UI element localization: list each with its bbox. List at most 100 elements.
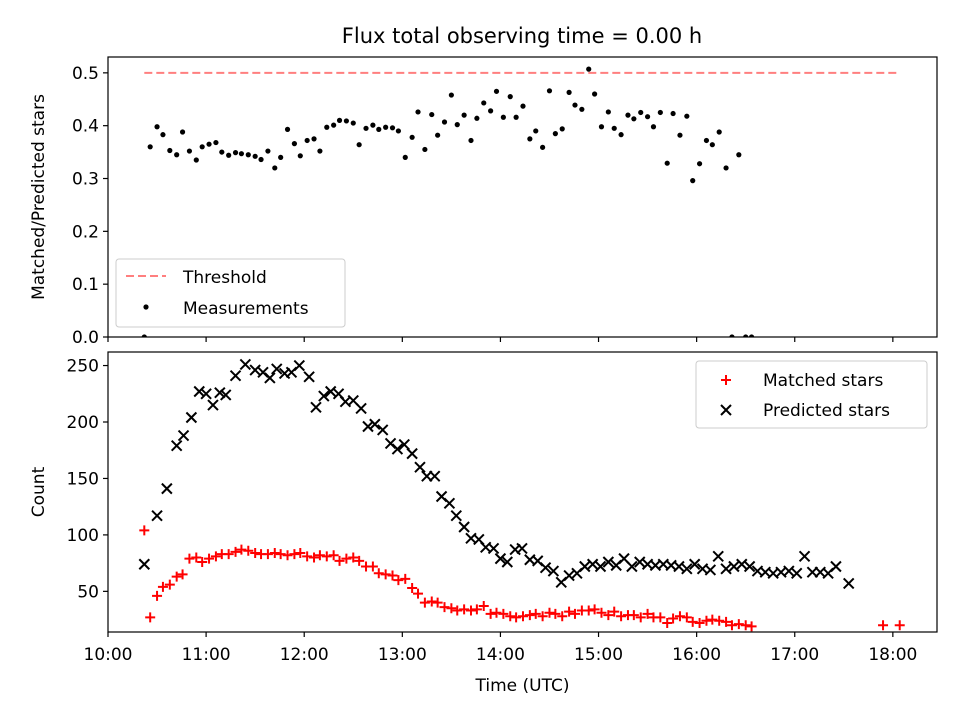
measurement-point: [552, 131, 558, 137]
matched-star-point: [707, 614, 718, 625]
matched-star-point: [250, 547, 261, 558]
matched-star-point: [177, 569, 188, 580]
predicted-star-point: [170, 440, 183, 452]
x-tick-label: 10:00: [84, 645, 133, 665]
matched-star-point: [694, 617, 705, 628]
predicted-star-point: [728, 560, 740, 573]
predicted-star-point: [842, 577, 855, 590]
predicted-star-point: [458, 521, 470, 533]
predicted-star-point: [579, 560, 591, 573]
x-tick-label: 13:00: [378, 645, 427, 665]
measurement-point: [461, 112, 467, 118]
matched-star-point: [341, 553, 352, 564]
predicted-star-point: [220, 389, 232, 401]
matched-star-point: [662, 617, 673, 628]
predicted-star-point: [798, 550, 811, 563]
measurement-point: [370, 122, 376, 128]
matched-star-point: [544, 607, 555, 618]
measurement-point: [238, 151, 245, 157]
matched-star-point: [334, 555, 345, 566]
measurement-point: [657, 109, 663, 116]
matched-star-point: [426, 596, 437, 607]
measurement-point: [684, 113, 690, 119]
matched-star-point: [569, 608, 580, 619]
legend-predicted-label: Predicted stars: [763, 401, 890, 421]
measurement-point: [389, 125, 396, 131]
legend-matched-label: Matched stars: [763, 371, 883, 391]
measurement-point: [415, 109, 421, 115]
predicted-star-point: [138, 558, 151, 570]
measurement-point: [638, 109, 644, 116]
measurement-point: [605, 109, 611, 115]
matched-star-point: [302, 551, 313, 562]
matched-star-point: [681, 612, 692, 623]
matched-star-point: [616, 611, 627, 622]
matched-star-point: [471, 604, 482, 615]
x-tick-label: 16:00: [672, 645, 721, 665]
measurement-point: [141, 334, 147, 337]
matched-star-point: [419, 597, 430, 608]
predicted-star-point: [516, 542, 528, 555]
predicted-star-point: [626, 560, 638, 573]
matched-star-point: [452, 605, 463, 616]
measurement-point: [677, 132, 683, 138]
matched-star-point: [373, 568, 384, 579]
predicted-star-point: [736, 558, 748, 570]
matched-star-point: [733, 619, 744, 630]
measurement-point: [618, 132, 624, 138]
measurement-point: [441, 119, 448, 125]
matched-star-point: [603, 610, 614, 621]
measurement-point: [644, 114, 651, 120]
matched-star-point: [537, 611, 548, 622]
measurement-point: [474, 115, 480, 121]
measurement-point: [258, 156, 264, 163]
measurement-point: [179, 129, 186, 135]
measurement-point: [193, 157, 199, 163]
legend-measurements-label: Measurements: [183, 299, 309, 319]
measurement-point: [743, 334, 749, 337]
predicted-star-point: [704, 564, 717, 576]
matched-star-point: [530, 608, 541, 619]
measurement-point: [317, 148, 323, 154]
y-tick-label: 0.5: [72, 64, 99, 84]
matched-star-point: [367, 561, 378, 572]
matched-star-point: [642, 608, 653, 619]
matched-star-point: [432, 597, 443, 608]
matched-star-point: [478, 601, 489, 612]
predicted-star-point: [264, 372, 276, 384]
measurement-point: [429, 111, 435, 118]
matched-star-point: [354, 555, 365, 566]
measurement-point: [167, 147, 173, 154]
x-tick-label: 14:00: [476, 645, 525, 665]
predicted-star-point: [151, 510, 163, 522]
measurement-point: [297, 153, 303, 159]
matched-star-point: [139, 525, 150, 536]
predicted-star-point: [414, 461, 426, 473]
predicted-star-point: [310, 401, 322, 414]
measurement-point: [703, 137, 710, 144]
measurement-point: [311, 136, 317, 142]
x-tick-label: 18:00: [868, 645, 917, 665]
predicted-star-point: [539, 561, 552, 574]
measurement-point: [572, 102, 578, 108]
matched-star-point: [894, 620, 905, 631]
measurement-point: [709, 142, 715, 148]
predicted-star-point: [214, 386, 226, 399]
predicted-star-point: [743, 560, 756, 573]
ratio-panel: 0.0 0.1 0.2 0.3 0.4 0.5 Matched/Predicted star…: [29, 56, 938, 348]
axes-frame: [107, 351, 938, 633]
legend-box: [115, 258, 346, 328]
matched-star-point: [309, 552, 320, 563]
x-tick-label: 11:00: [182, 645, 231, 665]
plot-area: [138, 358, 905, 632]
matched-star-point: [635, 612, 646, 623]
matched-star-point: [321, 551, 332, 562]
measurement-point: [696, 161, 703, 167]
legend-threshold-label: Threshold: [182, 268, 267, 288]
x-tick-label: 12:00: [280, 645, 329, 665]
matched-star-point: [204, 553, 215, 564]
measurement-point: [611, 125, 617, 131]
matched-star-point: [557, 611, 568, 622]
measurement-point: [376, 126, 382, 132]
matched-star-point: [628, 610, 639, 621]
